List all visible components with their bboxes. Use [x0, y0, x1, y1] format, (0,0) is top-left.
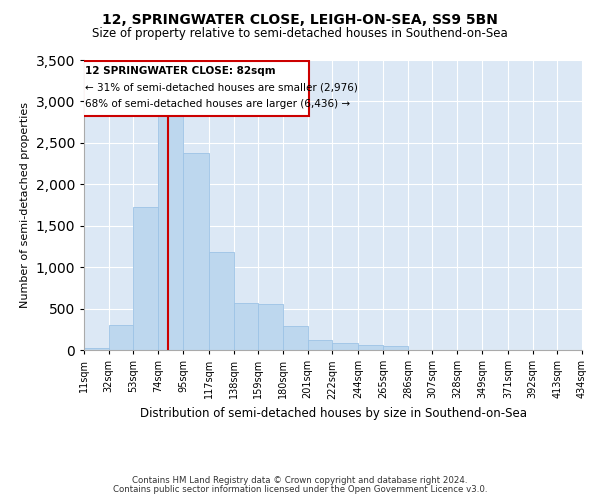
Bar: [233, 303, 258, 350]
Bar: [332, 343, 358, 350]
Bar: [133, 208, 158, 350]
Bar: [158, 70, 183, 350]
Bar: [383, 346, 408, 350]
Bar: [358, 344, 383, 350]
Bar: [308, 340, 332, 350]
Text: ← 31% of semi-detached houses are smaller (2,976): ← 31% of semi-detached houses are smalle…: [85, 82, 358, 92]
Text: 12 SPRINGWATER CLOSE: 82sqm: 12 SPRINGWATER CLOSE: 82sqm: [85, 66, 276, 76]
Bar: [209, 252, 233, 350]
Bar: [183, 153, 209, 350]
Bar: [109, 325, 133, 350]
Bar: [84, 348, 109, 350]
Bar: [283, 326, 308, 350]
Text: 12, SPRINGWATER CLOSE, LEIGH-ON-SEA, SS9 5BN: 12, SPRINGWATER CLOSE, LEIGH-ON-SEA, SS9…: [102, 12, 498, 26]
X-axis label: Distribution of semi-detached houses by size in Southend-on-Sea: Distribution of semi-detached houses by …: [139, 407, 527, 420]
Y-axis label: Number of semi-detached properties: Number of semi-detached properties: [20, 102, 30, 308]
FancyBboxPatch shape: [83, 61, 309, 116]
Text: Size of property relative to semi-detached houses in Southend-on-Sea: Size of property relative to semi-detach…: [92, 28, 508, 40]
Text: Contains public sector information licensed under the Open Government Licence v3: Contains public sector information licen…: [113, 485, 487, 494]
Bar: [258, 304, 283, 350]
Text: Contains HM Land Registry data © Crown copyright and database right 2024.: Contains HM Land Registry data © Crown c…: [132, 476, 468, 485]
Text: 68% of semi-detached houses are larger (6,436) →: 68% of semi-detached houses are larger (…: [85, 99, 350, 109]
